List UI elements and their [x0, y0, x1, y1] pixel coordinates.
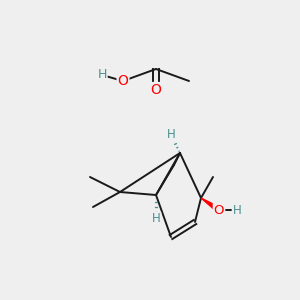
Text: H: H	[97, 68, 107, 82]
Text: O: O	[118, 74, 128, 88]
Text: H: H	[152, 212, 160, 226]
Text: H: H	[232, 203, 242, 217]
Text: H: H	[167, 128, 176, 142]
Polygon shape	[201, 198, 220, 212]
Text: O: O	[214, 203, 224, 217]
Text: O: O	[151, 83, 161, 97]
